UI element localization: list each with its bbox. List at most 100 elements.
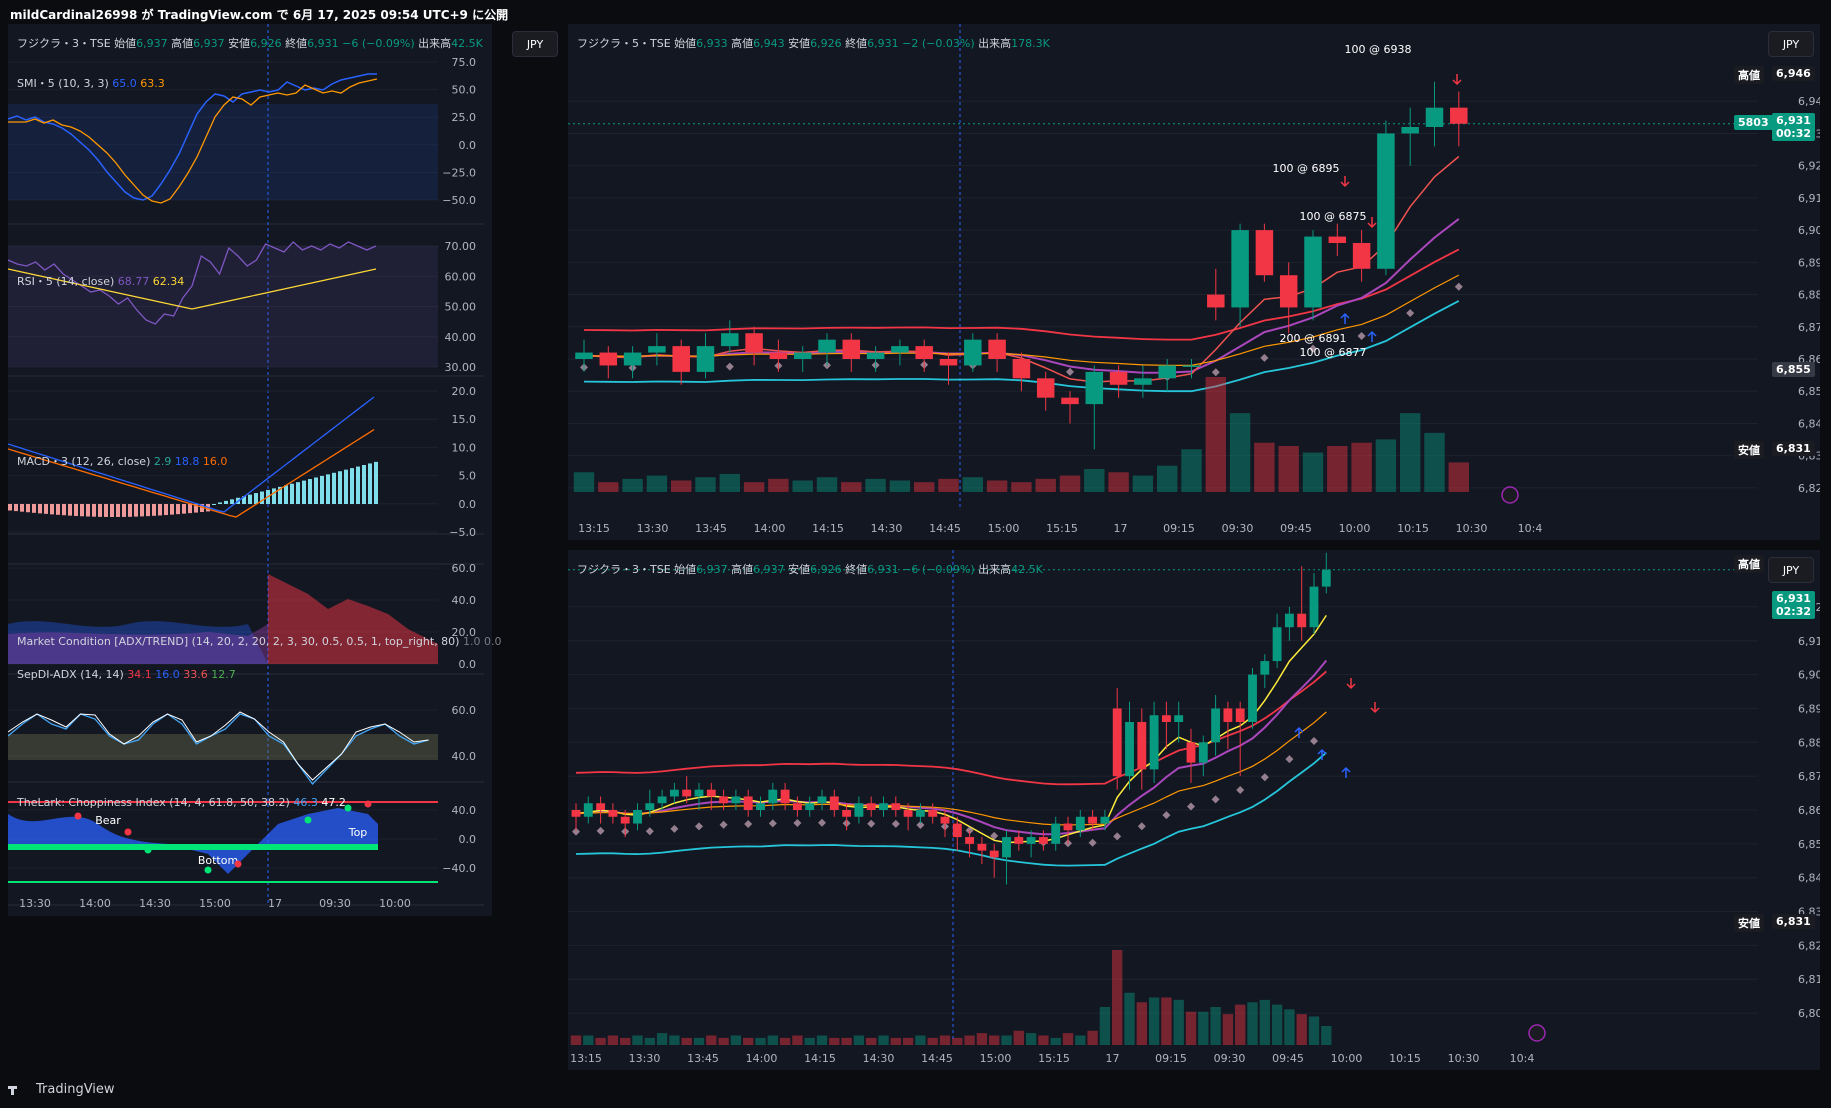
- trade-annotation: 100 @ 6938: [1345, 43, 1412, 56]
- volume-bar: [976, 1033, 988, 1045]
- price-chart-3min[interactable]: 6,9206,9106,9006,8906,8806,8706,8606,850…: [568, 550, 1820, 1070]
- candle-body: [731, 796, 741, 804]
- rb-legend-volume-label: 出来高: [978, 563, 1012, 576]
- alert-icon: [1501, 486, 1519, 504]
- footer: TradingView: [8, 1082, 115, 1097]
- rb-low-label: 安値: [1734, 914, 1764, 932]
- volume-bar: [816, 1035, 828, 1045]
- chop-title: TheLark: Choppiness Index (14, 4, 61.8, …: [17, 796, 290, 809]
- candle-body: [940, 816, 950, 824]
- candle-body: [939, 359, 958, 366]
- candle-body: [1125, 722, 1134, 777]
- candle-body: [1161, 715, 1171, 722]
- volume-bar: [792, 1035, 803, 1045]
- trail-diamond: [1310, 736, 1318, 745]
- macd-tick: 20.0: [452, 385, 477, 398]
- macd-hist-bar: [128, 504, 132, 517]
- y-tick-label: 6,880: [1798, 289, 1820, 302]
- candle-body: [1036, 378, 1055, 398]
- rt-current-price: 6,931 00:32: [1772, 113, 1816, 141]
- osc-signal-dot: [204, 866, 212, 874]
- volume-bar: [902, 1037, 914, 1045]
- osc-label-bottom: Bottom: [198, 854, 238, 867]
- macd-hist-bar: [182, 504, 186, 514]
- macd-hist-bar: [272, 488, 276, 504]
- x-tick-label: 17: [1106, 1052, 1120, 1065]
- candle-body: [792, 803, 802, 810]
- macd-hist-bar: [26, 504, 30, 513]
- volume-bar: [1399, 413, 1421, 492]
- y-tick-label: 6,870: [1798, 770, 1820, 783]
- left-y-ticks: 75.0 50.0 25.0 0.0 −25.0 −50.0 70.00 60.00 50.00…: [442, 56, 476, 875]
- rt-legend-open: 6,933: [696, 37, 728, 50]
- candle-body: [1100, 816, 1110, 824]
- legend-high-label: 高値: [171, 37, 194, 50]
- trail-diamond: [1309, 344, 1317, 353]
- candle-body: [745, 333, 763, 353]
- candle-body: [928, 810, 938, 817]
- rsi-value-2: 62.34: [152, 275, 185, 288]
- volume-bar: [583, 1035, 594, 1045]
- candle-body: [964, 339, 982, 366]
- volume-bar: [1235, 1004, 1246, 1045]
- candle-body: [645, 803, 655, 810]
- left-x-ticks: 13:30 14:00 14:30 15:00 17 09:30 10:00: [19, 897, 411, 910]
- sell-arrow-icon: [1367, 217, 1377, 229]
- rb-legend-open-label: 始値: [674, 563, 697, 576]
- macd-hist-bar: [86, 504, 90, 517]
- rt-high-label: 高値: [1734, 66, 1764, 84]
- smi-tick: −25.0: [442, 166, 476, 179]
- x-tick-label: 14:30: [863, 1052, 895, 1065]
- macd-hist-bar: [260, 491, 264, 504]
- candle-body: [1109, 371, 1128, 385]
- rt-x-ticks: 13:15 13:30 13:45 14:00 14:15 14:30 14:45 15:00…: [578, 522, 1542, 535]
- rb-current-timer: 02:32: [1776, 605, 1812, 618]
- osc-label-bear: Bear: [95, 814, 121, 827]
- left-x-tick-label: 13:30: [19, 897, 51, 910]
- candle-body: [596, 803, 606, 810]
- trail-diamond: [891, 819, 900, 828]
- rt-legend-low-label: 安値: [788, 37, 811, 50]
- volume-bar: [743, 482, 765, 492]
- macd-hist-bar: [314, 477, 318, 504]
- left-x-tick-label: 09:30: [319, 897, 351, 910]
- macd-tick: 0.0: [459, 498, 477, 511]
- volume-bar: [1156, 465, 1178, 492]
- left-x-tick-label: 17: [268, 897, 282, 910]
- left-legend: フジクラ・3・TSE 始値6,937 高値6,937 安値6,926 終値6,9…: [17, 35, 483, 51]
- price-chart-5min[interactable]: 100 @ 6938 100 @ 6895 100 @ 6875 200 @ 6891…: [568, 24, 1820, 540]
- x-tick-label: 09:45: [1272, 1052, 1304, 1065]
- osc-signal-dot: [344, 804, 352, 812]
- y-tick-label: 6,850: [1798, 838, 1820, 851]
- volume-bar: [964, 1035, 975, 1045]
- buy-arrow-icon: [1367, 330, 1377, 342]
- volume-bar: [1424, 432, 1445, 492]
- currency-button[interactable]: JPY: [512, 31, 558, 57]
- trail-diamond: [1406, 309, 1415, 318]
- rb-legend-high: 6,937: [753, 563, 785, 576]
- macd-legend: MACD・3 (12, 26, close) 2.9 18.8 16.0: [17, 453, 227, 469]
- macd-hist-bar: [14, 504, 18, 512]
- volume-bar: [1229, 413, 1251, 492]
- candle-body: [657, 796, 667, 804]
- volume-bar: [878, 1035, 889, 1045]
- volume-bar: [1013, 1030, 1024, 1045]
- osc-signal-dot: [144, 846, 152, 854]
- candle-body: [1002, 837, 1011, 858]
- rt-currency-button[interactable]: JPY: [1768, 31, 1814, 57]
- volume-bar: [693, 1037, 705, 1045]
- trail-diamond: [1454, 282, 1463, 291]
- macd-hist-bar: [164, 504, 168, 516]
- rb-currency-button[interactable]: JPY: [1768, 557, 1814, 583]
- macd-hist-bar: [8, 504, 12, 511]
- y-tick-label: 6,890: [1798, 702, 1820, 715]
- trail-diamond: [1113, 832, 1122, 841]
- candle-body: [866, 352, 885, 359]
- volume-bar: [695, 477, 716, 492]
- candle-body: [682, 789, 692, 797]
- trade-annotation: 200 @ 6891: [1280, 332, 1347, 345]
- volume-bar: [755, 1037, 766, 1045]
- legend-high: 6,937: [193, 37, 225, 50]
- smi-tick: 75.0: [452, 56, 477, 69]
